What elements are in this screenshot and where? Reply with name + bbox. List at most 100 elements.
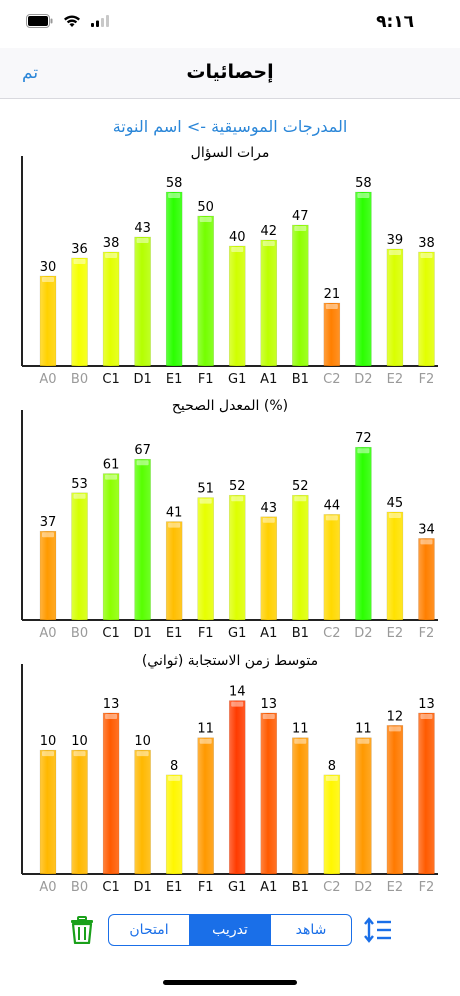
bar-C2 bbox=[323, 774, 341, 875]
bar-highlight bbox=[136, 238, 149, 243]
value-label: 13 bbox=[260, 697, 277, 712]
value-label: 8 bbox=[328, 759, 336, 774]
value-label: 51 bbox=[197, 482, 214, 497]
value-label: 34 bbox=[418, 522, 435, 537]
bar-F1 bbox=[197, 215, 214, 367]
status-bar: ٩:١٦ bbox=[0, 0, 460, 48]
bar-D2 bbox=[355, 191, 372, 367]
bar-highlight bbox=[231, 701, 244, 707]
category-label: G1 bbox=[228, 626, 246, 641]
value-label: 11 bbox=[292, 722, 309, 737]
category-label: F1 bbox=[198, 626, 214, 641]
bar-C2 bbox=[323, 514, 341, 621]
category-label: D1 bbox=[133, 880, 151, 895]
bar-E1 bbox=[165, 521, 183, 621]
bottom-toolbar: امتحان تدريب شاهد bbox=[0, 908, 460, 954]
bar-F2 bbox=[418, 712, 435, 875]
bar-highlight bbox=[136, 751, 149, 757]
page-title: إحصائيات bbox=[186, 61, 274, 83]
value-label: 50 bbox=[197, 200, 214, 215]
navigation-bar: تم إحصائيات bbox=[0, 48, 460, 99]
bar-B0 bbox=[71, 492, 88, 621]
bar-highlight bbox=[168, 193, 181, 198]
bar-E1 bbox=[165, 191, 183, 367]
category-label: A1 bbox=[260, 372, 277, 387]
bar-highlight bbox=[73, 259, 86, 264]
value-label: 39 bbox=[387, 233, 404, 248]
bar-highlight bbox=[262, 713, 275, 719]
category-label: D1 bbox=[133, 626, 151, 641]
bar-highlight bbox=[420, 539, 433, 545]
bar-highlight bbox=[42, 277, 54, 282]
category-label: C1 bbox=[102, 880, 119, 895]
wifi-icon bbox=[64, 15, 80, 27]
value-label: 37 bbox=[40, 515, 57, 530]
segment-watch[interactable]: شاهد bbox=[270, 915, 351, 945]
category-label: E1 bbox=[166, 372, 183, 387]
bar-F2 bbox=[418, 538, 435, 621]
status-icons bbox=[26, 14, 109, 28]
value-label: 41 bbox=[166, 506, 183, 521]
value-label: 10 bbox=[71, 734, 88, 749]
bar-highlight bbox=[294, 738, 307, 744]
bar-highlight bbox=[199, 738, 212, 744]
segment-training[interactable]: تدريب bbox=[189, 915, 270, 945]
category-label: D1 bbox=[133, 372, 151, 387]
value-label: 43 bbox=[134, 221, 151, 236]
bar-highlight bbox=[199, 498, 212, 504]
done-button[interactable]: تم bbox=[22, 63, 39, 83]
value-label: 58 bbox=[166, 176, 183, 191]
value-label: 53 bbox=[71, 477, 88, 492]
bar-highlight bbox=[231, 496, 244, 502]
bar-E2 bbox=[386, 725, 404, 875]
value-label: 58 bbox=[355, 176, 372, 191]
bar-highlight bbox=[42, 532, 54, 538]
value-label: 72 bbox=[355, 431, 372, 446]
sort-icon[interactable] bbox=[364, 916, 392, 944]
bar-D1 bbox=[134, 458, 151, 621]
bar-highlight bbox=[262, 517, 275, 523]
bar-G1 bbox=[228, 700, 246, 875]
trash-icon[interactable] bbox=[70, 916, 94, 944]
bar-highlight bbox=[325, 775, 338, 781]
bar-D2 bbox=[355, 446, 372, 621]
category-label: F1 bbox=[198, 880, 214, 895]
value-label: 10 bbox=[134, 734, 151, 749]
bar-E2 bbox=[386, 248, 404, 367]
category-label: A1 bbox=[260, 880, 277, 895]
category-label: B0 bbox=[71, 372, 88, 387]
value-label: 8 bbox=[170, 759, 178, 774]
value-label: 38 bbox=[103, 236, 120, 251]
bar-A0 bbox=[39, 530, 57, 621]
bar-F2 bbox=[418, 251, 435, 367]
bar-highlight bbox=[42, 751, 54, 757]
bar-G1 bbox=[228, 245, 246, 367]
value-label: 30 bbox=[40, 260, 57, 275]
category-label: D2 bbox=[354, 880, 372, 895]
statistics-subtitle: المدرجات الموسيقية -> اسم النوتة bbox=[112, 117, 348, 136]
value-label: 21 bbox=[324, 287, 341, 302]
bar-highlight bbox=[325, 304, 338, 309]
value-label: 13 bbox=[418, 697, 435, 712]
category-label: E1 bbox=[166, 626, 183, 641]
status-time: ٩:١٦ bbox=[376, 12, 414, 32]
bar-highlight bbox=[73, 751, 86, 757]
value-label: 52 bbox=[292, 479, 309, 494]
segment-exam[interactable]: امتحان bbox=[129, 922, 169, 938]
home-indicator bbox=[163, 980, 297, 985]
value-label: 44 bbox=[324, 498, 341, 513]
bar-E2 bbox=[386, 511, 404, 621]
chart-title-correct-rate: المعدل الصحيح (%) bbox=[171, 398, 289, 414]
category-label: E2 bbox=[387, 626, 404, 641]
category-label: G1 bbox=[228, 372, 246, 387]
bar-highlight bbox=[420, 253, 433, 258]
mode-segmented-control: امتحان تدريب شاهد bbox=[108, 914, 352, 946]
bar-B1 bbox=[292, 224, 309, 367]
bar-F1 bbox=[197, 497, 214, 621]
category-label: C2 bbox=[323, 880, 340, 895]
chart-title-response-time: متوسط زمن الاستجابة (ثواني) bbox=[141, 653, 319, 669]
bar-highlight bbox=[168, 522, 181, 528]
value-label: 45 bbox=[387, 496, 404, 511]
bar-highlight bbox=[420, 713, 433, 719]
value-label: 42 bbox=[260, 224, 277, 239]
